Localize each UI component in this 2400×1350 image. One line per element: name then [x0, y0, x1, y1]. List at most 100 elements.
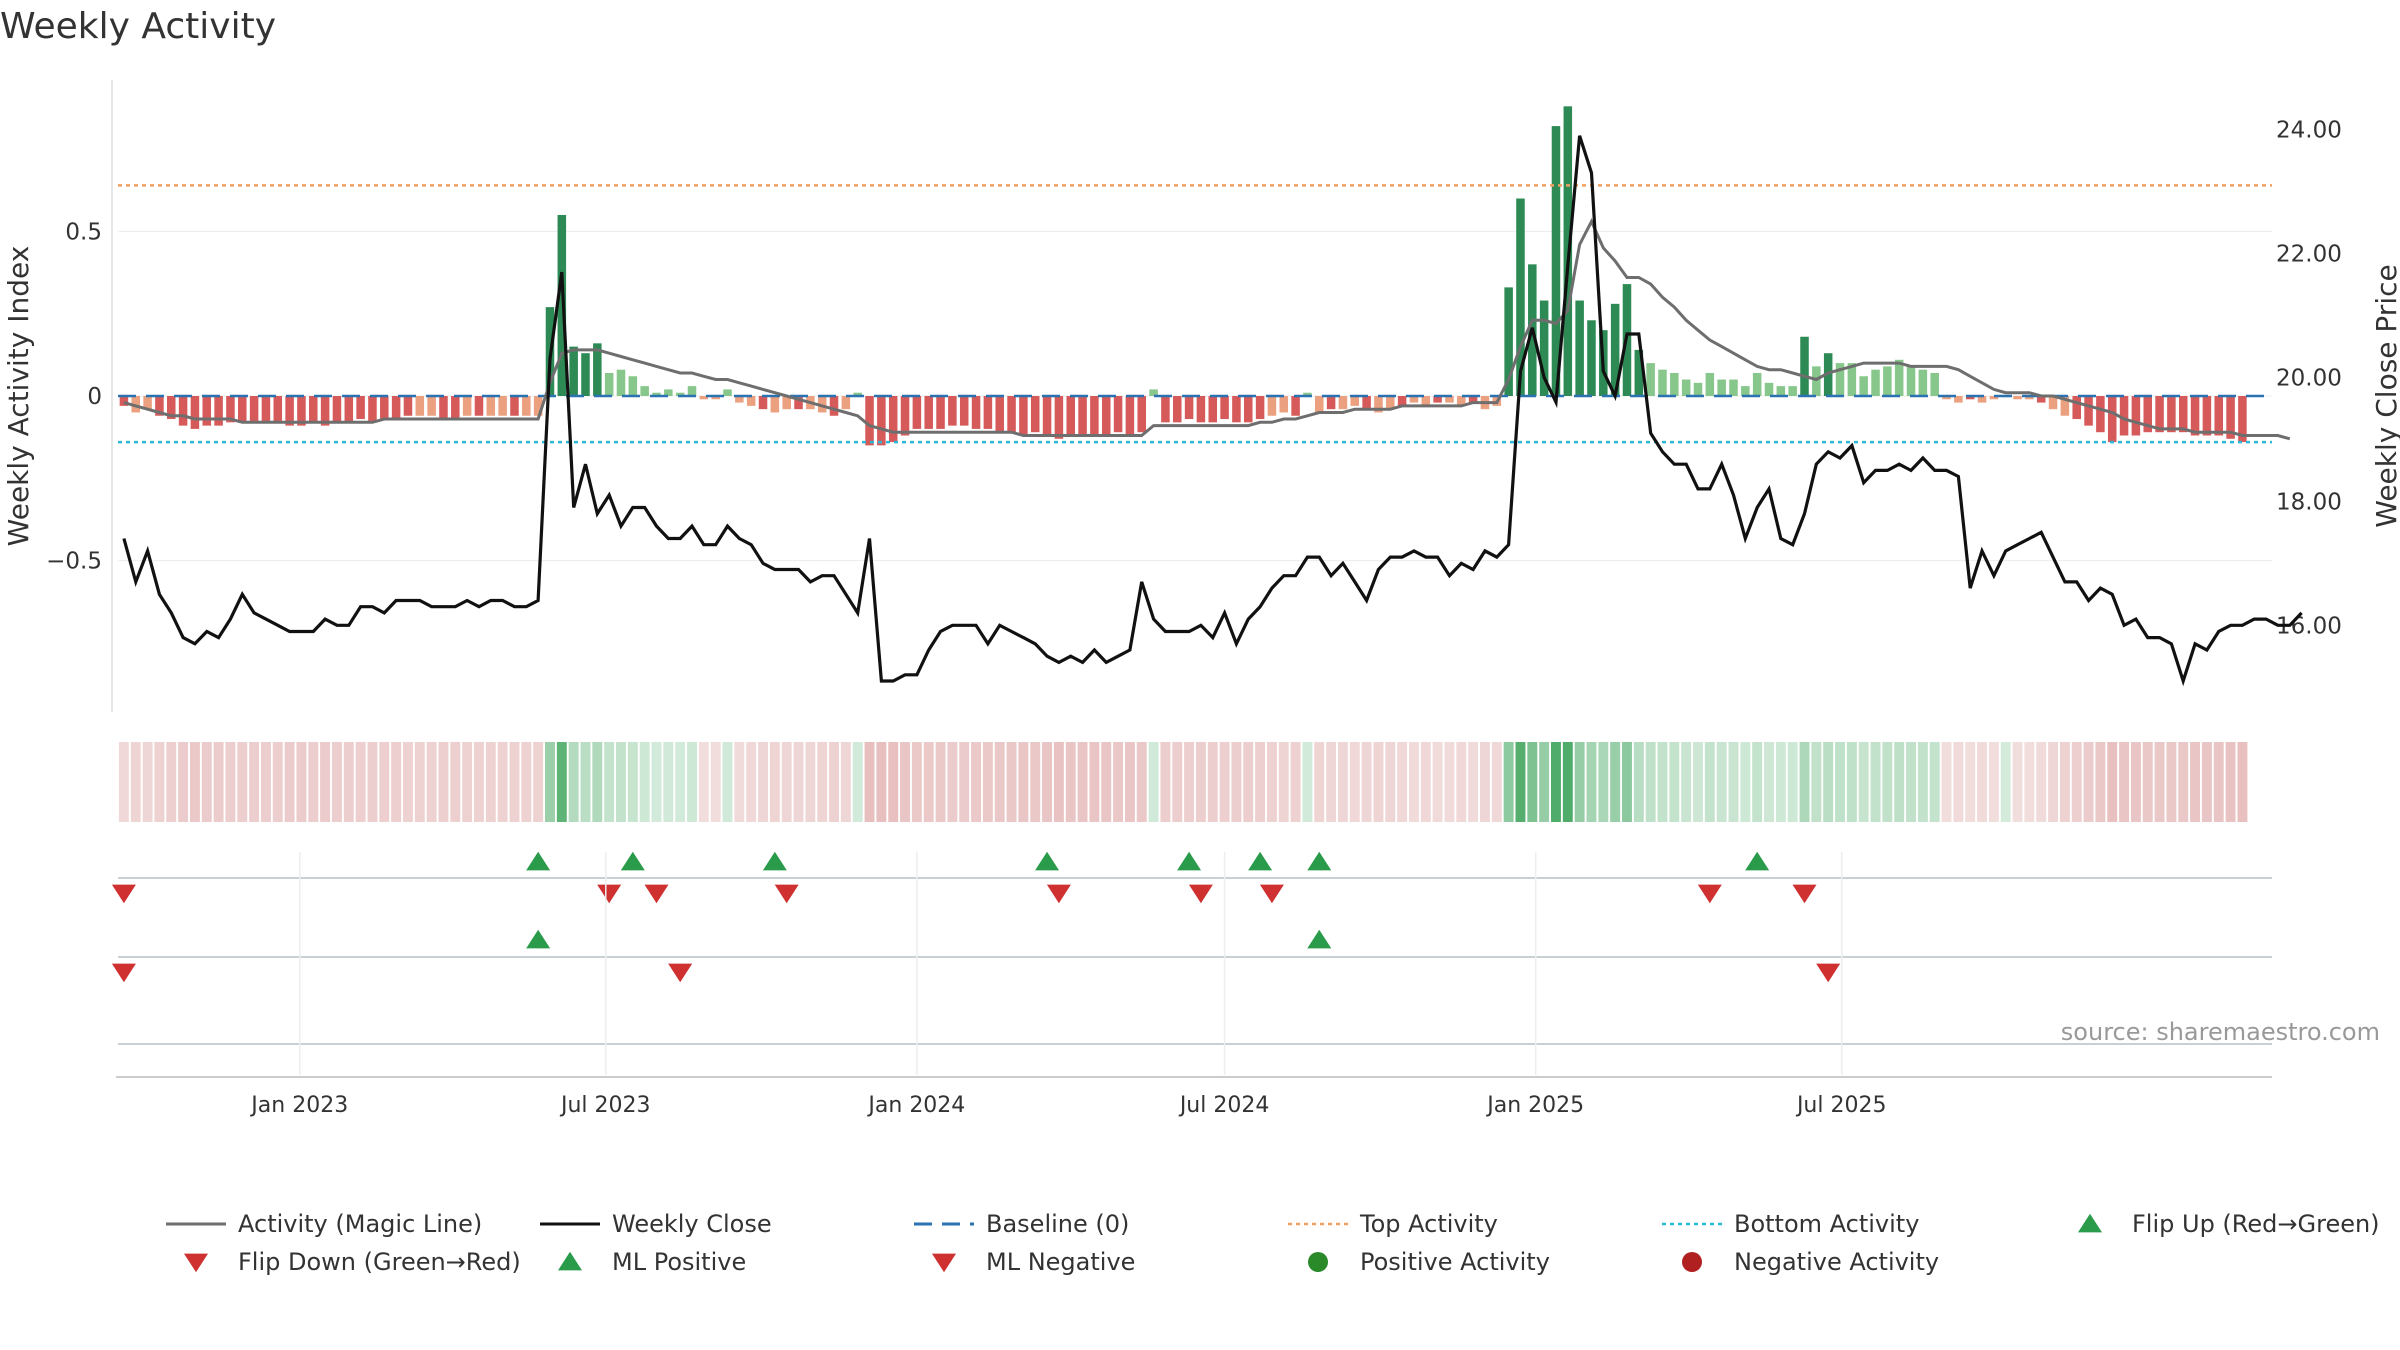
source-label: source: sharemaestro.com	[2061, 1018, 2380, 1046]
heat-cell	[710, 742, 721, 822]
heat-cell	[189, 742, 200, 822]
heat-cell	[687, 742, 697, 822]
heat-cell	[1113, 742, 1124, 822]
activity-bar	[522, 396, 531, 416]
flip-up-marker	[526, 851, 551, 871]
legend-item: Negative Activity	[1682, 1248, 1939, 1276]
activity-bar	[995, 396, 1004, 433]
y-right-tick-label: 20.00	[2276, 365, 2342, 391]
activity-bar	[1752, 372, 1762, 396]
activity-bar	[249, 396, 259, 423]
activity-bar	[1326, 396, 1336, 410]
activity-bar	[959, 396, 969, 426]
legend-item: Top Activity	[1288, 1210, 1498, 1238]
activity-bar	[297, 396, 306, 426]
activity-bar	[1835, 363, 1845, 396]
heat-cell	[1207, 742, 1218, 822]
heat-cell	[414, 742, 425, 822]
legend-swatch	[1308, 1252, 1328, 1272]
activity-bar	[2143, 396, 2152, 433]
legend-item: Weekly Close	[540, 1210, 772, 1238]
legend-label: Flip Up (Red→Green)	[2132, 1210, 2380, 1238]
flip-signal-row	[111, 851, 2272, 904]
heat-cell	[675, 742, 686, 822]
activity-bar	[1551, 126, 1561, 396]
activity-bar	[1019, 396, 1028, 436]
activity-bar	[794, 396, 803, 410]
activity-bar	[912, 396, 922, 429]
heat-cell	[355, 742, 366, 822]
ml-positive-marker	[526, 929, 551, 949]
activity-bar	[427, 396, 436, 416]
activity-bar	[1196, 396, 1206, 423]
activity-bar	[1066, 396, 1075, 436]
heat-cell	[1491, 742, 1502, 822]
activity-bar	[1397, 396, 1407, 406]
activity-bar	[948, 396, 957, 426]
activity-bar	[486, 396, 496, 416]
heat-cell	[864, 742, 875, 822]
activity-bar	[1078, 396, 1087, 436]
heat-cell	[793, 742, 804, 822]
heat-cell	[1752, 742, 1763, 822]
activity-bar	[1468, 396, 1478, 403]
ml-negative-marker	[668, 963, 693, 983]
flip-up-marker	[762, 851, 787, 871]
activity-bar	[888, 396, 898, 443]
activity-bar	[1137, 396, 1147, 433]
legend-item: ML Positive	[558, 1248, 746, 1276]
activity-bar	[380, 396, 389, 420]
heat-cell	[1681, 742, 1692, 822]
heat-cell	[1775, 742, 1786, 822]
heat-cell	[1917, 742, 1928, 822]
legend-label: Bottom Activity	[1734, 1210, 1919, 1238]
heat-cell	[1030, 742, 1041, 822]
heat-cell	[2012, 742, 2023, 822]
activity-bar	[166, 396, 176, 420]
heat-cell	[497, 742, 508, 822]
activity-bar	[462, 396, 472, 416]
activity-bar	[332, 396, 342, 423]
activity-bar	[356, 396, 365, 420]
heat-cell	[426, 742, 437, 822]
heat-cell	[1953, 742, 1964, 822]
activity-bar	[593, 343, 602, 396]
legend-item: ML Negative	[932, 1248, 1135, 1276]
heat-cell	[1657, 742, 1668, 822]
activity-bar	[1918, 369, 1928, 396]
activity-bar	[1871, 369, 1880, 396]
heat-cell	[1101, 742, 1112, 822]
heat-cell	[1302, 742, 1313, 822]
activity-bar	[391, 396, 401, 420]
activity-bar	[1030, 396, 1040, 433]
activity-bar	[652, 392, 661, 396]
flip-down-marker	[1792, 884, 1817, 904]
heat-cell	[758, 742, 768, 822]
legend-label: Baseline (0)	[986, 1210, 1129, 1238]
heat-cell	[746, 742, 757, 822]
activity-bar	[202, 396, 212, 426]
heat-cell	[722, 742, 733, 822]
heat-cell	[1598, 742, 1609, 822]
heat-cell	[225, 742, 236, 822]
activity-bar	[1587, 320, 1596, 396]
activity-bar	[1457, 396, 1466, 406]
heat-cell	[994, 742, 1005, 822]
activity-bar	[2238, 396, 2247, 443]
heat-cell	[1728, 742, 1739, 822]
activity-bar	[1965, 396, 1975, 400]
heat-cell	[876, 742, 887, 822]
flip-up-marker	[1307, 851, 1332, 871]
activity-bar	[664, 389, 673, 396]
heat-cell	[1184, 742, 1195, 822]
flip-down-marker	[1259, 884, 1284, 904]
heat-cell	[1787, 742, 1798, 822]
activity-bar	[2155, 396, 2164, 433]
heat-cell	[616, 742, 626, 822]
ml-positive-marker	[1307, 929, 1332, 949]
activity-bar	[2214, 396, 2224, 436]
heat-cell	[1160, 742, 1171, 822]
heat-cell	[1610, 742, 1621, 822]
activity-bar	[1315, 396, 1324, 413]
